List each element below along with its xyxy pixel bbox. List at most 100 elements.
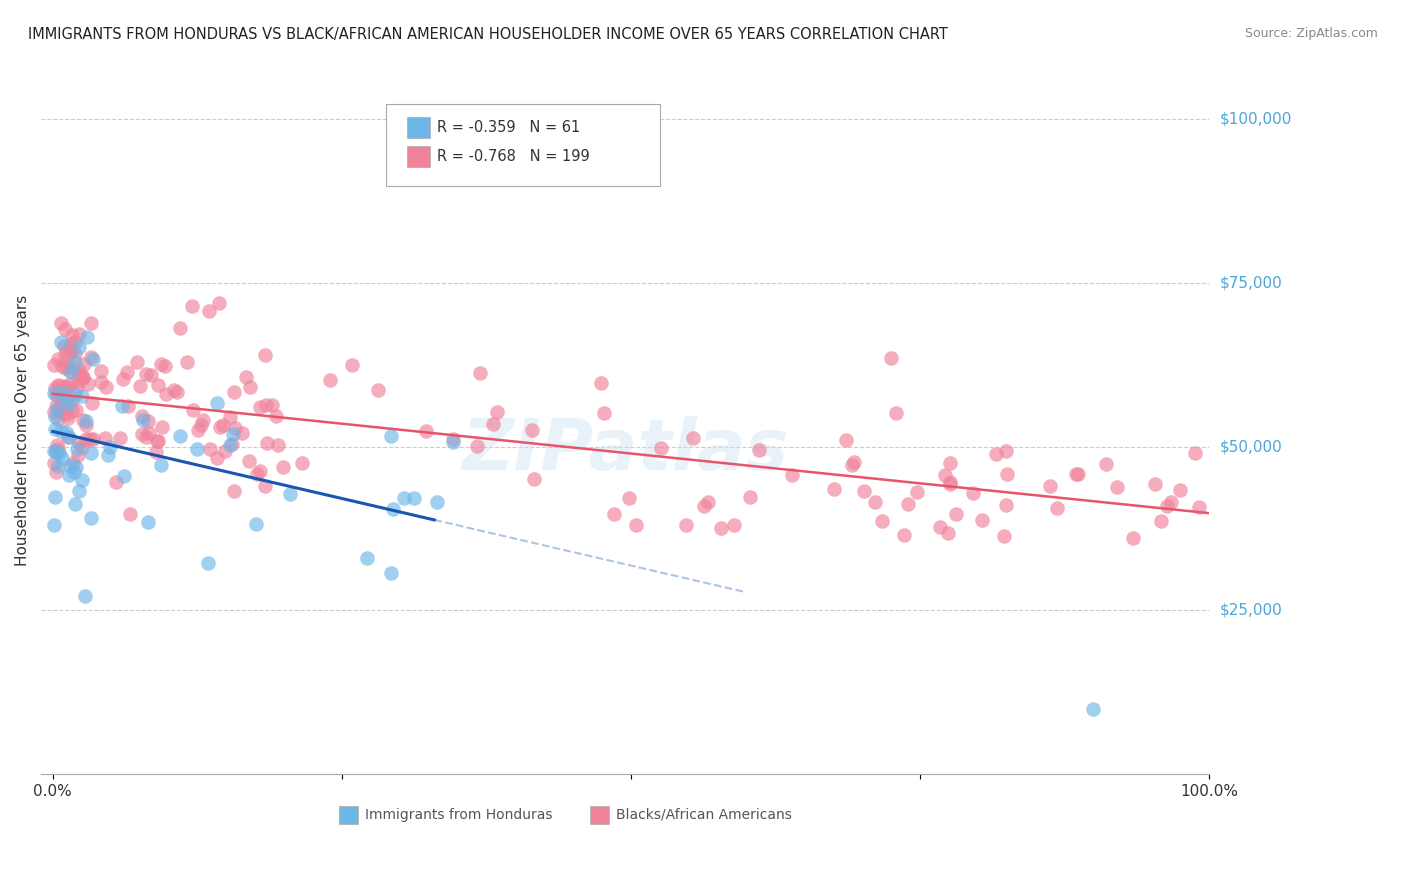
Point xyxy=(49,425,72,439)
Point xyxy=(127,355,149,369)
Point xyxy=(63,497,86,511)
Point xyxy=(187,423,209,437)
Point xyxy=(56,407,79,421)
Bar xyxy=(591,805,609,823)
Point xyxy=(592,406,614,420)
Point xyxy=(48,379,70,393)
Point xyxy=(82,432,104,446)
Point xyxy=(135,367,157,381)
Point xyxy=(52,385,75,400)
Point xyxy=(1046,501,1069,516)
Point xyxy=(76,330,98,344)
Point xyxy=(70,440,93,454)
Point xyxy=(697,495,720,509)
Point xyxy=(208,419,231,434)
Point xyxy=(970,513,993,527)
Point xyxy=(219,410,242,425)
Point xyxy=(1083,701,1105,715)
Point xyxy=(63,335,86,350)
Point xyxy=(523,472,546,486)
Point xyxy=(995,498,1018,512)
Point xyxy=(1168,483,1191,498)
Point xyxy=(65,354,87,368)
Point xyxy=(994,444,1017,458)
Point xyxy=(44,490,66,504)
Point xyxy=(1039,479,1062,493)
Point xyxy=(67,448,90,462)
Point xyxy=(181,402,204,417)
Point xyxy=(46,459,69,474)
Point xyxy=(42,517,65,532)
Point xyxy=(291,456,314,470)
Point xyxy=(80,350,103,364)
Point xyxy=(246,467,269,482)
Text: Source: ZipAtlas.com: Source: ZipAtlas.com xyxy=(1244,27,1378,40)
Point xyxy=(441,434,464,449)
Point xyxy=(135,430,157,444)
Point xyxy=(146,434,169,449)
Point xyxy=(129,379,152,393)
Point xyxy=(191,412,214,426)
Point xyxy=(76,433,98,447)
Point xyxy=(59,337,82,351)
Point xyxy=(993,528,1015,542)
Point xyxy=(67,326,90,341)
Point xyxy=(72,389,94,403)
Point xyxy=(82,395,104,409)
Point xyxy=(60,359,83,374)
Point xyxy=(146,434,169,448)
Point xyxy=(46,402,69,417)
Point xyxy=(893,528,915,542)
Point xyxy=(97,449,120,463)
Point xyxy=(58,430,80,444)
Point xyxy=(46,412,69,426)
Point xyxy=(239,380,262,394)
Point xyxy=(842,455,865,469)
Point xyxy=(254,348,277,362)
Point xyxy=(67,368,90,382)
Point xyxy=(468,366,491,380)
Point xyxy=(70,473,93,487)
Point xyxy=(77,377,100,392)
Point xyxy=(59,366,82,380)
Point xyxy=(145,445,167,459)
Point xyxy=(198,442,221,457)
Point xyxy=(53,361,76,376)
Point xyxy=(520,424,543,438)
Point xyxy=(1107,480,1129,494)
Point xyxy=(42,443,65,458)
Point xyxy=(224,483,246,498)
Text: R = -0.359   N = 61: R = -0.359 N = 61 xyxy=(437,120,581,135)
Point xyxy=(249,463,271,477)
Point xyxy=(67,436,90,450)
Point xyxy=(73,357,96,371)
Point xyxy=(82,351,104,366)
Point xyxy=(42,456,65,470)
Point xyxy=(865,494,887,508)
Point xyxy=(45,443,67,458)
Point xyxy=(117,400,139,414)
FancyBboxPatch shape xyxy=(385,103,661,186)
Point xyxy=(53,398,76,412)
Point xyxy=(53,322,76,336)
Point xyxy=(46,438,69,452)
Point xyxy=(738,490,761,504)
Point xyxy=(55,345,77,359)
Point xyxy=(186,442,208,457)
Point xyxy=(52,407,75,421)
Point xyxy=(852,483,875,498)
Text: $50,000: $50,000 xyxy=(1220,439,1282,454)
Point xyxy=(58,430,80,444)
Point xyxy=(342,358,364,372)
Point xyxy=(880,351,903,365)
Point xyxy=(693,499,716,513)
Point xyxy=(115,365,138,379)
Bar xyxy=(406,146,430,167)
Point xyxy=(1156,499,1178,513)
Point xyxy=(249,400,271,414)
Point xyxy=(63,347,86,361)
Point xyxy=(748,442,770,457)
Point xyxy=(44,422,66,436)
Point xyxy=(148,378,170,392)
Point xyxy=(56,391,79,405)
